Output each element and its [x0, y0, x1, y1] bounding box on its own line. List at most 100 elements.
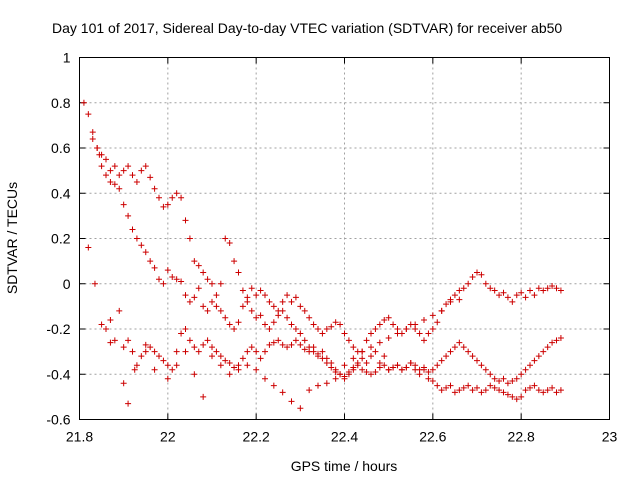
data-point [275, 312, 282, 319]
data-point [239, 355, 246, 362]
data-point [504, 380, 511, 387]
data-point [337, 321, 344, 328]
data-point [500, 375, 507, 382]
data-point [350, 355, 357, 362]
data-point [217, 307, 224, 314]
x-tick-label: 23 [602, 429, 618, 445]
data-point [438, 387, 445, 394]
data-point [222, 357, 229, 364]
data-point [292, 294, 299, 301]
data-point [160, 203, 167, 210]
data-point [213, 348, 220, 355]
data-point [310, 321, 317, 328]
data-point [509, 393, 516, 400]
data-point [103, 156, 109, 163]
data-point [350, 344, 357, 351]
data-point [363, 359, 370, 366]
data-point [451, 389, 458, 396]
data-point [496, 387, 503, 394]
data-point [270, 339, 277, 346]
data-point [535, 353, 542, 360]
data-point [465, 280, 472, 287]
data-point [301, 346, 308, 353]
data-point [284, 314, 291, 321]
data-point [553, 285, 560, 292]
data-point [482, 366, 489, 373]
data-point [381, 353, 388, 360]
data-point [407, 359, 414, 366]
data-point [403, 364, 410, 371]
data-point [151, 366, 158, 373]
data-point [376, 321, 383, 328]
data-point [257, 312, 264, 319]
data-point [173, 276, 180, 283]
data-point [535, 285, 542, 292]
data-point [178, 194, 185, 201]
data-point [182, 217, 189, 224]
data-point [345, 368, 352, 375]
data-point [209, 344, 215, 351]
data-point [200, 303, 207, 310]
x-tick-label: 22 [160, 429, 176, 445]
data-point [173, 362, 180, 369]
data-point [98, 163, 105, 170]
data-point [491, 287, 498, 294]
data-point [359, 355, 366, 362]
data-point [553, 337, 560, 344]
data-point [447, 348, 454, 355]
data-point [248, 307, 255, 314]
data-point [341, 373, 348, 380]
data-point [531, 357, 538, 364]
data-point [235, 269, 242, 276]
data-point [527, 362, 533, 369]
plot-frame [79, 57, 610, 420]
data-point [513, 396, 520, 403]
data-point [527, 384, 533, 391]
data-point [200, 269, 207, 276]
data-point [368, 353, 374, 360]
data-point [368, 330, 374, 337]
data-point [315, 326, 321, 332]
data-point [456, 296, 463, 303]
data-point [328, 364, 335, 371]
data-point [164, 362, 171, 369]
data-point [315, 382, 321, 389]
y-tick-label: -0.4 [46, 366, 70, 382]
data-point [186, 337, 193, 344]
data-point [142, 348, 149, 355]
data-point [248, 344, 255, 351]
data-point [482, 280, 489, 287]
data-point [288, 321, 295, 328]
data-point [173, 348, 180, 355]
data-point [372, 368, 379, 375]
data-point [443, 353, 450, 360]
x-tick-label: 22.6 [419, 429, 446, 445]
data-point [138, 242, 145, 249]
data-point [284, 292, 291, 299]
data-point [226, 240, 233, 247]
data-point [359, 348, 366, 355]
data-point [478, 362, 485, 369]
data-point [169, 273, 176, 280]
data-point [434, 319, 441, 326]
data-point [239, 287, 246, 294]
data-point [518, 393, 525, 400]
data-point [222, 235, 229, 242]
data-point [164, 375, 171, 382]
data-point [323, 359, 330, 366]
data-point [191, 344, 198, 351]
data-point [253, 348, 260, 355]
data-point [288, 298, 295, 305]
data-point [129, 172, 136, 179]
data-point [89, 129, 96, 136]
data-point [341, 330, 348, 337]
data-point [182, 292, 189, 299]
data-point [390, 364, 397, 371]
data-point [301, 337, 308, 344]
data-point [381, 362, 388, 369]
data-point [390, 321, 397, 328]
x-tick-label: 22.4 [331, 429, 358, 445]
data-point [231, 258, 238, 265]
y-tick-label: 1 [63, 50, 71, 66]
data-point [372, 348, 379, 355]
